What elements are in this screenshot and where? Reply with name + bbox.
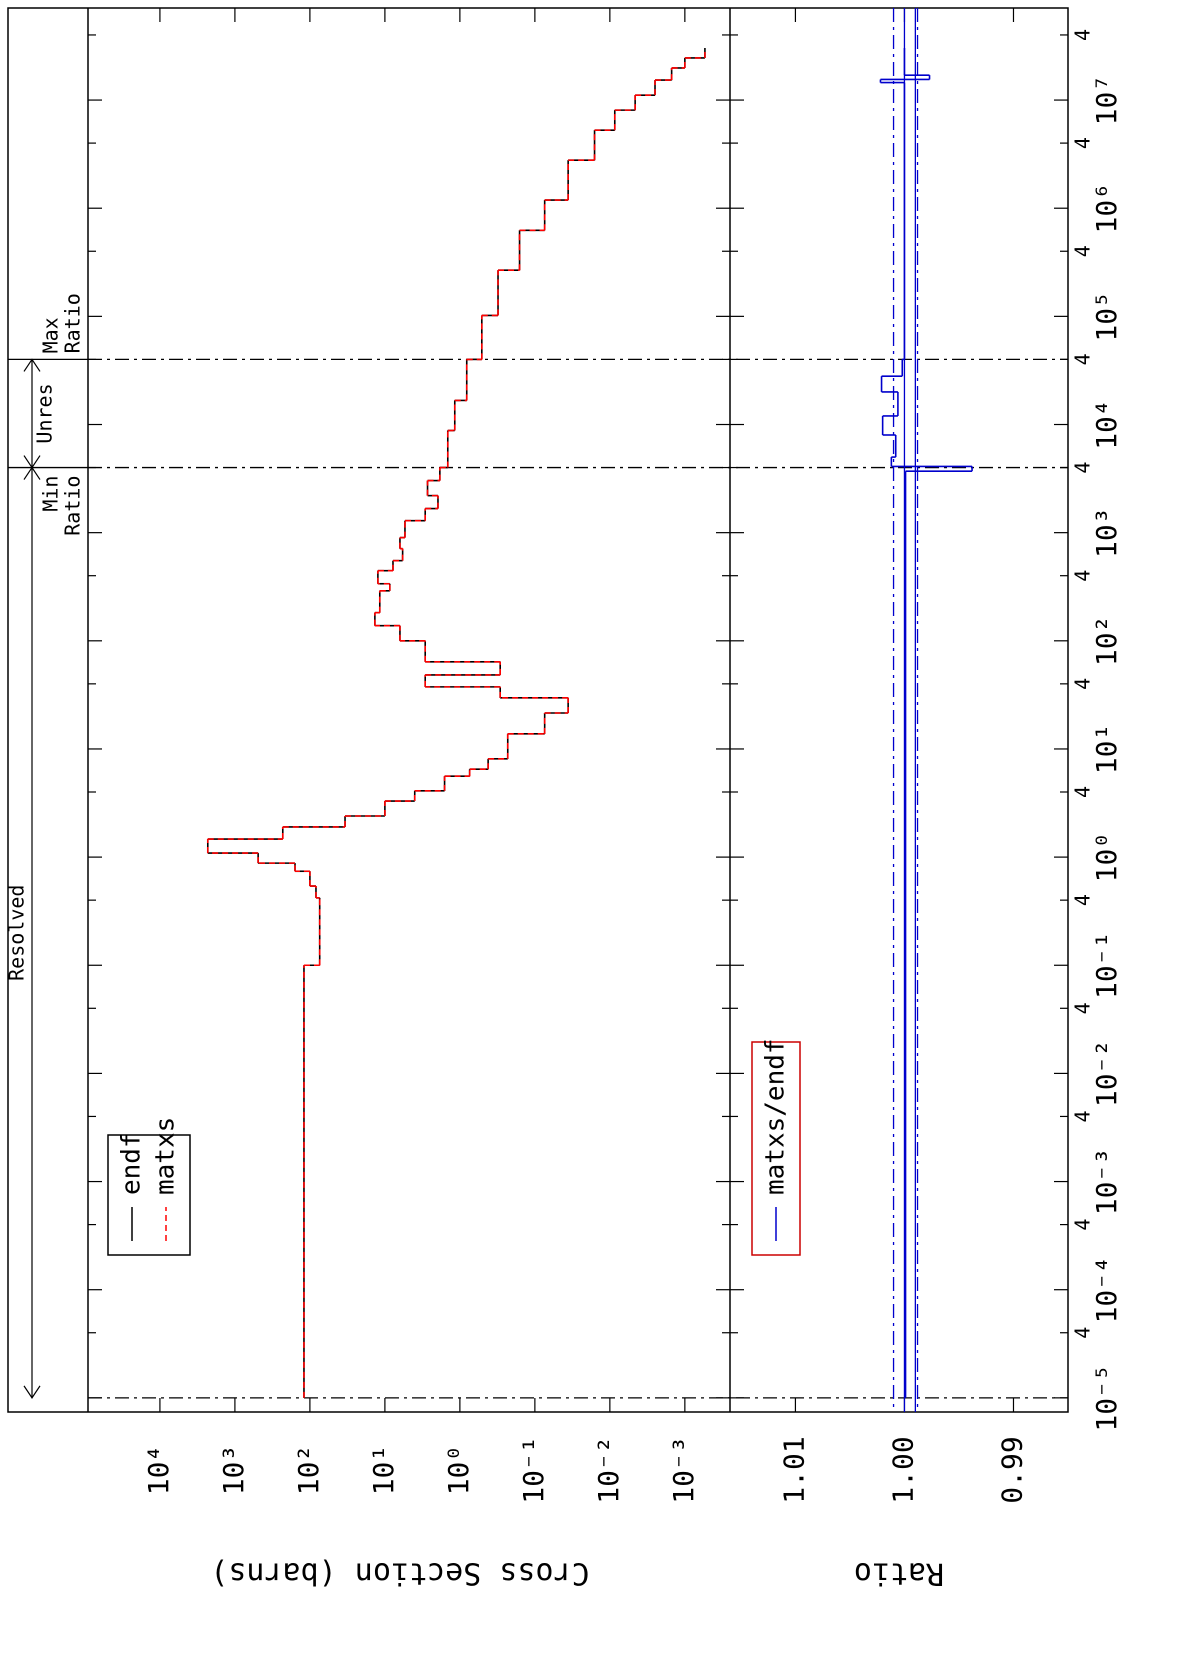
- x-tick-label: 4: [1071, 1327, 1095, 1339]
- x-tick-label: 10²: [1090, 616, 1123, 667]
- y-tick-label: 1.01: [777, 1436, 810, 1503]
- x-tick-label: 10³: [1090, 507, 1123, 558]
- x-tick-label: 10⁵: [1090, 291, 1123, 342]
- annotation: Min: [39, 476, 63, 512]
- y-axis-label: Cross Section (barns): [210, 1556, 589, 1591]
- arrow-head: [23, 1385, 41, 1399]
- x-tick-label: 4: [1071, 678, 1095, 690]
- y-tick-label: 10⁴: [142, 1445, 175, 1496]
- x-tick-label: 10⁻⁴: [1090, 1256, 1123, 1323]
- x-tick-label: 10¹: [1090, 724, 1123, 775]
- arrow-head: [23, 358, 41, 372]
- annotation: Unres: [33, 383, 57, 443]
- x-tick-label: 4: [1071, 245, 1095, 257]
- frame: [7, 7, 1069, 1413]
- x-tick-label: 4: [1071, 462, 1095, 474]
- x-tick-label: 10⁻¹: [1090, 932, 1123, 999]
- legend-label: endf: [117, 1132, 147, 1195]
- x-tick-label: 10⁶: [1090, 183, 1123, 234]
- legend-label: matxs/endf: [761, 1038, 791, 1195]
- x-tick-label: 4: [1071, 894, 1095, 906]
- y-tick-label: 10⁻²: [592, 1436, 625, 1503]
- y-tick-label: 10⁰: [442, 1445, 475, 1496]
- annotation: Ratio: [61, 293, 85, 353]
- y-axis-label: Ratio: [854, 1556, 944, 1591]
- legend-label: matxs: [151, 1117, 181, 1195]
- y-tick-label: 10¹: [367, 1445, 400, 1496]
- x-tick-label: 4: [1071, 1110, 1095, 1122]
- arrow-head: [23, 455, 41, 469]
- x-tick-label: 4: [1071, 1219, 1095, 1231]
- annotation: Max: [39, 317, 63, 353]
- x-tick-label: 4: [1071, 353, 1095, 365]
- y-tick-label: 10⁻¹: [517, 1436, 550, 1503]
- x-tick-label: 4: [1071, 137, 1095, 149]
- y-tick-label: 0.99: [995, 1436, 1028, 1503]
- x-tick-label: 10⁰: [1090, 832, 1123, 883]
- y-tick-label: 10³: [217, 1445, 250, 1496]
- y-tick-label: 1.00: [886, 1436, 919, 1503]
- x-tick-label: 10⁻⁵: [1090, 1364, 1123, 1431]
- x-tick-label: 10⁻³: [1090, 1148, 1123, 1215]
- legend-box: [107, 1134, 191, 1256]
- y-tick-label: 10⁻³: [667, 1436, 700, 1503]
- x-tick-label: 4: [1071, 786, 1095, 798]
- x-tick-label: 10⁴: [1090, 399, 1123, 450]
- x-tick-label: 10⁷: [1090, 75, 1123, 126]
- x-tick-label: 4: [1071, 29, 1095, 41]
- x-tick-label: 4: [1071, 570, 1095, 582]
- annotation: Resolved: [5, 885, 29, 981]
- x-tick-label: 4: [1071, 1002, 1095, 1014]
- y-tick-label: 10²: [292, 1445, 325, 1496]
- annotation: Ratio: [61, 476, 85, 536]
- x-tick-label: 10⁻²: [1090, 1040, 1123, 1107]
